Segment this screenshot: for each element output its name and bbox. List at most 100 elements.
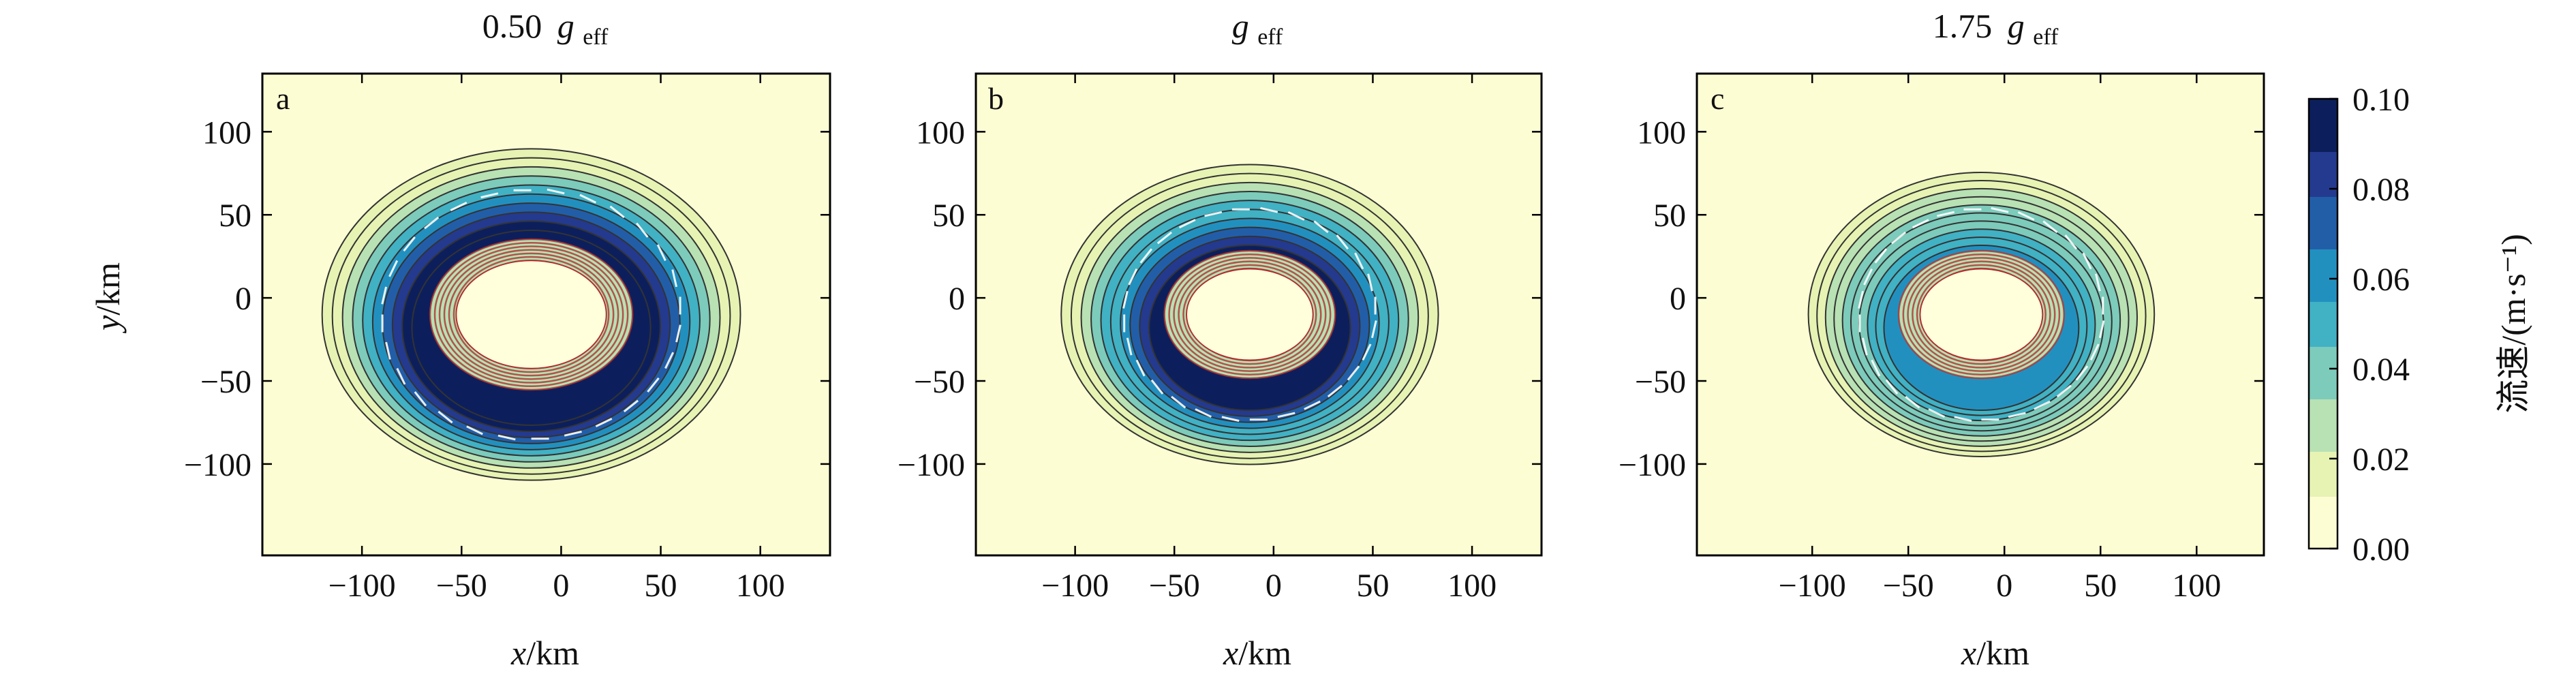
flow-arrow [1260, 206, 1278, 213]
flow-arrow [564, 430, 582, 437]
panel-a-x-axis-label: x/km [510, 634, 579, 672]
flow-arrow [2098, 320, 2105, 339]
colorbar-band [2309, 376, 2337, 384]
colorbar-band [2309, 294, 2337, 302]
colorbar-band [2309, 196, 2337, 204]
flow-arrow [1221, 416, 1240, 422]
flow-arrow [547, 188, 565, 195]
flow-arrow [1122, 290, 1129, 309]
flow-arrow [1371, 320, 1377, 339]
panel-b-field [976, 74, 1542, 555]
flow-arrow [623, 399, 639, 413]
flow-arrow [2008, 412, 2026, 418]
core-contour [1182, 264, 1317, 365]
colorbar: 0.00 0.02 0.04 0.06 0.08 0.10 流速/(m·s⁻¹) [2307, 82, 2532, 568]
colorbar-band [2309, 256, 2337, 264]
colorbar-band [2309, 354, 2337, 362]
colorbar-band [2309, 421, 2337, 429]
colorbar-band [2309, 159, 2337, 167]
flow-arrow [466, 425, 483, 435]
flow-arrow [1150, 379, 1164, 395]
panel-b-frame [975, 72, 1543, 557]
colorbar-band [2309, 429, 2337, 437]
vortex-core [1185, 268, 1314, 361]
flow-arrow [1126, 337, 1133, 356]
colorbar-band [2309, 204, 2337, 212]
core-contour [453, 256, 610, 373]
flow-arrow [2034, 400, 2051, 410]
colorbar-tick-label: 0.06 [2352, 262, 2410, 298]
panel-c-frame [1696, 72, 2265, 557]
vortex-core [455, 260, 607, 369]
panel-a-title: 0.50 g eff [482, 7, 609, 50]
flow-arrow [424, 216, 440, 230]
flow-arrow [438, 410, 453, 424]
vortex-core [1919, 268, 2044, 361]
colorbar-band [2309, 496, 2337, 504]
flow-arrow [1858, 290, 1864, 309]
core-contour [443, 249, 619, 380]
flow-arrow [1156, 231, 1172, 245]
colorbar-band [2309, 444, 2337, 452]
flow-arrow [1139, 248, 1153, 264]
flow-arrow [2017, 211, 2035, 221]
core-contour [1916, 264, 2046, 365]
x-tick-label: 50 [645, 568, 677, 604]
flow-arrow [1954, 416, 1972, 422]
flow-arrow [381, 286, 388, 305]
x-tick-label: −100 [328, 568, 396, 604]
y-tick-label: −100 [184, 447, 251, 483]
flow-arrow [2082, 252, 2092, 270]
flow-arrow [1863, 268, 1873, 286]
colorbar-band [2309, 534, 2337, 542]
colorbar-band [2309, 414, 2337, 422]
y-tick-label: 100 [916, 114, 965, 151]
flow-arrow [2064, 234, 2078, 250]
colorbar-band [2309, 526, 2337, 534]
flow-arrow [388, 260, 399, 277]
core-contour [433, 241, 629, 388]
panel-c-field [1697, 74, 2264, 555]
flow-arrow [1885, 379, 1899, 395]
colorbar-tick-label: 0.02 [2352, 442, 2410, 478]
panel-b-x-axis-label: x/km [1223, 634, 1291, 672]
colorbar-band [2309, 226, 2337, 234]
flow-arrow [1354, 252, 1364, 270]
flow-arrow [480, 192, 499, 199]
core-contour [438, 245, 624, 384]
flow-arrow [671, 269, 678, 288]
flow-arrow [1937, 211, 1955, 217]
flow-arrow [656, 244, 666, 262]
colorbar-label: 流速/(m·s⁻¹) [2494, 234, 2532, 414]
colorbar-tick-label: 0.04 [2352, 352, 2410, 388]
flow-arrow [403, 236, 416, 252]
flow-arrow [1171, 395, 1186, 409]
x-tick-label: 50 [1356, 568, 1389, 604]
colorbar-band [2309, 324, 2337, 332]
colorbar-band [2309, 181, 2337, 189]
colorbar-band [2309, 106, 2337, 114]
x-tick-label: 100 [736, 568, 785, 604]
colorbar-band [2309, 406, 2337, 414]
core-contour [1907, 257, 2056, 372]
flow-arrow [636, 222, 649, 238]
y-tick-label: 100 [1637, 114, 1686, 151]
flow-arrow [1304, 400, 1321, 410]
y-tick-label: −100 [1619, 447, 1686, 483]
flow-arrow [1905, 395, 1920, 409]
x-tick-label: 100 [1447, 568, 1497, 604]
colorbar-tick-label: 0.08 [2352, 172, 2410, 208]
flow-arrow [2056, 384, 2072, 398]
colorbar-band [2309, 136, 2337, 144]
colorbar-band [2309, 519, 2337, 527]
colorbar-band [2309, 331, 2337, 339]
panel-a-letter: a [276, 81, 290, 116]
x-tick-label: 0 [553, 568, 569, 604]
y-tick-label: −50 [914, 364, 965, 400]
colorbar-band [2309, 436, 2337, 444]
colorbar-band [2309, 151, 2337, 159]
y-tick-label: −50 [1635, 364, 1686, 400]
colorbar-band [2309, 264, 2337, 272]
flow-arrow [1135, 359, 1146, 377]
